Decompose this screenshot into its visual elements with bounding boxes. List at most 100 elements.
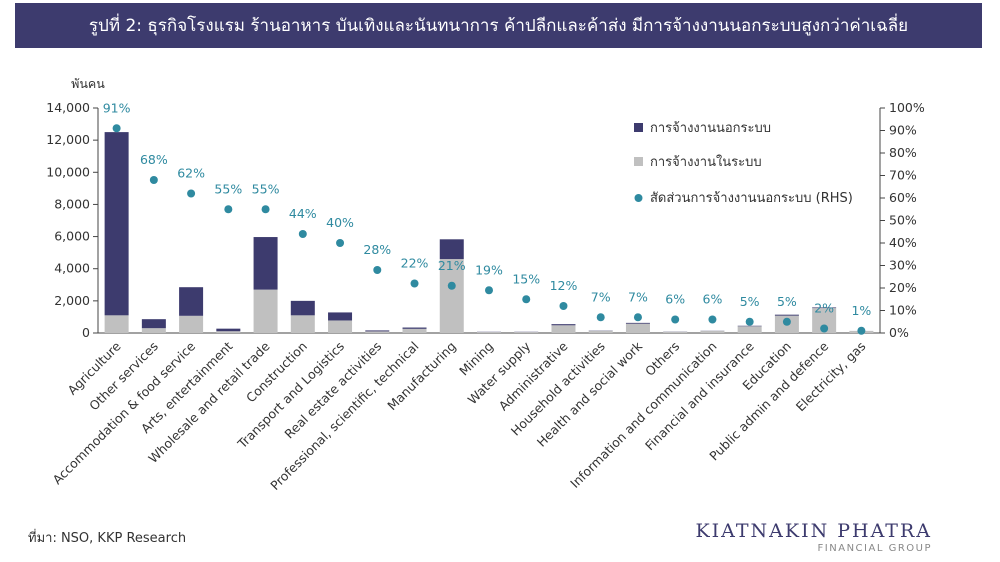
logo-sub-text: FINANCIAL GROUP bbox=[817, 543, 932, 554]
bar-formal bbox=[216, 331, 241, 333]
right-tick-label: 60% bbox=[889, 190, 917, 205]
legend-label-formal: การจ้างงานในระบบ bbox=[650, 154, 762, 170]
ratio-data-label: 12% bbox=[550, 278, 578, 293]
ratio-point bbox=[708, 315, 717, 324]
bar-informal bbox=[774, 314, 799, 316]
category-label: Electricity, gas bbox=[793, 339, 869, 415]
left-tick-label: 14,000 bbox=[46, 100, 90, 115]
ratio-data-label: 2% bbox=[814, 301, 834, 316]
right-tick-label: 80% bbox=[889, 145, 917, 160]
bar-formal bbox=[439, 259, 464, 333]
y-axis-unit-label: พันคน bbox=[71, 76, 105, 91]
bar-informal bbox=[402, 327, 427, 329]
bar-formal bbox=[663, 331, 688, 333]
bar-formal bbox=[737, 326, 762, 333]
ratio-data-label: 6% bbox=[665, 292, 685, 307]
bar-formal bbox=[700, 330, 725, 333]
bar-informal bbox=[439, 239, 464, 260]
ratio-data-label: 55% bbox=[214, 181, 242, 196]
bar-formal bbox=[477, 332, 501, 333]
bar-informal bbox=[141, 319, 166, 329]
bar-informal bbox=[812, 307, 837, 309]
title-bar: รูปที่ 2: ธุรกิจโรงแรม ร้านอาหาร บันเทิง… bbox=[15, 3, 982, 48]
ratio-data-label: 15% bbox=[512, 271, 540, 286]
right-tick-label: 0% bbox=[889, 325, 909, 340]
bar-informal bbox=[365, 330, 390, 332]
bar-informal bbox=[625, 322, 650, 324]
ratio-point bbox=[112, 124, 121, 133]
left-tick-label: 8,000 bbox=[54, 196, 90, 211]
bar-formal bbox=[365, 331, 390, 333]
ratio-point bbox=[671, 315, 680, 324]
left-tick-label: 12,000 bbox=[46, 132, 90, 147]
bar-formal bbox=[625, 323, 650, 333]
ratio-data-label: 55% bbox=[252, 181, 280, 196]
ratio-point bbox=[485, 286, 493, 295]
right-tick-label: 90% bbox=[889, 123, 917, 138]
left-tick-label: 2,000 bbox=[54, 293, 90, 308]
ratio-data-label: 5% bbox=[740, 294, 760, 309]
ratio-point bbox=[782, 317, 791, 326]
legend-swatch-formal bbox=[634, 157, 643, 166]
ratio-data-label: 19% bbox=[475, 262, 503, 277]
ratio-data-label: 40% bbox=[326, 215, 354, 230]
ratio-point bbox=[373, 266, 382, 274]
right-tick-label: 10% bbox=[889, 303, 917, 318]
ratio-point bbox=[410, 279, 419, 288]
ratio-point bbox=[261, 205, 270, 214]
ratio-data-label: 21% bbox=[438, 258, 466, 273]
ratio-data-label: 7% bbox=[628, 289, 648, 304]
ratio-data-label: 6% bbox=[703, 292, 723, 307]
ratio-point bbox=[224, 205, 233, 214]
ratio-data-label: 44% bbox=[289, 206, 317, 221]
legend-label-informal: การจ้างงานนอกระบบ bbox=[650, 121, 771, 136]
ratio-point bbox=[522, 295, 531, 304]
ratio-data-label: 28% bbox=[363, 242, 391, 257]
bar-formal bbox=[328, 320, 353, 333]
bar-informal bbox=[253, 237, 278, 290]
ratio-data-label: 1% bbox=[851, 303, 871, 318]
ratio-point bbox=[745, 317, 754, 326]
legend-swatch-ratio bbox=[634, 194, 643, 202]
bar-informal bbox=[179, 287, 204, 316]
right-tick-label: 50% bbox=[889, 213, 917, 228]
bar-formal bbox=[551, 325, 576, 333]
right-tick-label: 100% bbox=[889, 100, 925, 115]
right-tick-label: 40% bbox=[889, 235, 917, 250]
bar-formal bbox=[104, 315, 129, 333]
ratio-point bbox=[149, 176, 158, 184]
right-tick-label: 70% bbox=[889, 168, 917, 183]
left-tick-label: 6,000 bbox=[54, 229, 90, 244]
bar-formal bbox=[141, 328, 166, 333]
bar-informal bbox=[328, 312, 353, 321]
chart-title: รูปที่ 2: ธุรกิจโรงแรม ร้านอาหาร บันเทิง… bbox=[88, 16, 909, 36]
ratio-point bbox=[336, 239, 345, 247]
ratio-data-label: 91% bbox=[103, 100, 131, 115]
ratio-point bbox=[447, 281, 456, 290]
ratio-point bbox=[820, 324, 829, 333]
ratio-point bbox=[857, 326, 866, 335]
ratio-point bbox=[298, 230, 307, 238]
ratio-data-label: 5% bbox=[777, 294, 797, 309]
category-label: Accommodation & food service bbox=[49, 338, 198, 487]
bar-formal bbox=[402, 328, 427, 333]
bar-formal bbox=[253, 289, 278, 333]
legend-swatch-informal bbox=[634, 123, 643, 132]
bar-formal bbox=[588, 330, 613, 333]
legend-label-ratio: สัดส่วนการจ้างงานนอกระบบ (RHS) bbox=[650, 191, 853, 206]
left-tick-label: 4,000 bbox=[54, 261, 90, 276]
bar-informal bbox=[216, 328, 241, 332]
ratio-point bbox=[187, 189, 196, 198]
ratio-point bbox=[633, 313, 642, 322]
bar-formal bbox=[290, 315, 315, 333]
bar-informal bbox=[104, 132, 129, 316]
bar-formal bbox=[179, 315, 204, 333]
category-label: Manufacturing bbox=[384, 339, 459, 414]
bar-informal bbox=[551, 324, 576, 326]
ratio-data-label: 62% bbox=[177, 166, 205, 181]
ratio-point bbox=[559, 302, 568, 310]
bar-informal bbox=[290, 300, 315, 316]
bar-formal bbox=[514, 332, 539, 333]
ratio-data-label: 7% bbox=[591, 289, 611, 304]
